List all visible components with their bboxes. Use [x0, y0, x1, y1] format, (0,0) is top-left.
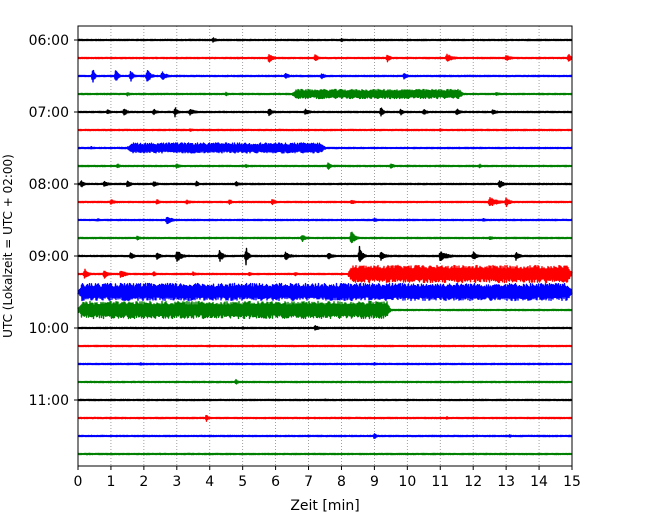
x-tick-label: 15 [563, 474, 581, 490]
y-tick-label: 10:00 [29, 321, 69, 337]
x-tick-label: 14 [530, 474, 548, 490]
y-tick-label: 11:00 [29, 393, 69, 409]
vertical-grid [110, 26, 540, 466]
x-tick-label: 5 [238, 474, 247, 490]
x-tick-label: 8 [337, 474, 346, 490]
x-tick-label: 4 [205, 474, 214, 490]
x-tick-label: 2 [139, 474, 148, 490]
x-tick-label: 1 [106, 474, 115, 490]
traces [77, 37, 573, 456]
trace-0745 [77, 162, 573, 170]
trace-0945 [77, 300, 573, 320]
y-tick-label: 09:00 [29, 249, 69, 265]
x-axis-ticks: 0 1 2 3 4 5 6 7 8 9 10 11 12 13 14 15 [74, 466, 581, 490]
trace-0645 [77, 88, 573, 100]
trace-0615 [77, 53, 573, 63]
x-tick-label: 7 [304, 474, 313, 490]
trace-0900 [77, 245, 573, 266]
trace-0600 [77, 37, 573, 43]
trace-1130 [77, 433, 573, 439]
trace-1000 [77, 325, 573, 331]
trace-0845 [77, 231, 573, 244]
trace-0930 [77, 282, 573, 302]
trace-0700 [77, 107, 573, 118]
x-tick-label: 3 [172, 474, 181, 490]
trace-0915 [77, 264, 573, 284]
plot-frame [77, 25, 573, 467]
y-tick-label: 06:00 [29, 33, 69, 49]
y-axis-ticks: 06:00 07:00 08:00 09:00 10:00 11:00 [29, 33, 78, 409]
y-axis-label: UTC (Lokalzeit = UTC + 02:00) [1, 154, 15, 338]
trace-1015 [77, 344, 573, 348]
trace-0815 [77, 197, 573, 208]
x-tick-label: 12 [464, 474, 482, 490]
x-tick-label: 10 [398, 474, 416, 490]
trace-0830 [77, 216, 573, 225]
x-tick-label: 0 [74, 474, 83, 490]
x-axis-label: Zeit [min] [290, 498, 359, 514]
trace-1045 [77, 378, 573, 385]
trace-1115 [77, 414, 573, 422]
trace-1145 [77, 452, 573, 456]
trace-0730 [77, 142, 573, 154]
y-tick-label: 07:00 [29, 105, 69, 121]
trace-1030 [77, 361, 573, 366]
x-tick-label: 6 [271, 474, 280, 490]
x-tick-label: 11 [431, 474, 449, 490]
trace-0630 [77, 69, 573, 83]
trace-1100 [77, 398, 573, 402]
trace-0800 [77, 180, 573, 189]
trace-0715 [77, 128, 573, 132]
x-tick-label: 9 [370, 474, 379, 490]
x-tick-label: 13 [497, 474, 515, 490]
y-tick-label: 08:00 [29, 177, 69, 193]
